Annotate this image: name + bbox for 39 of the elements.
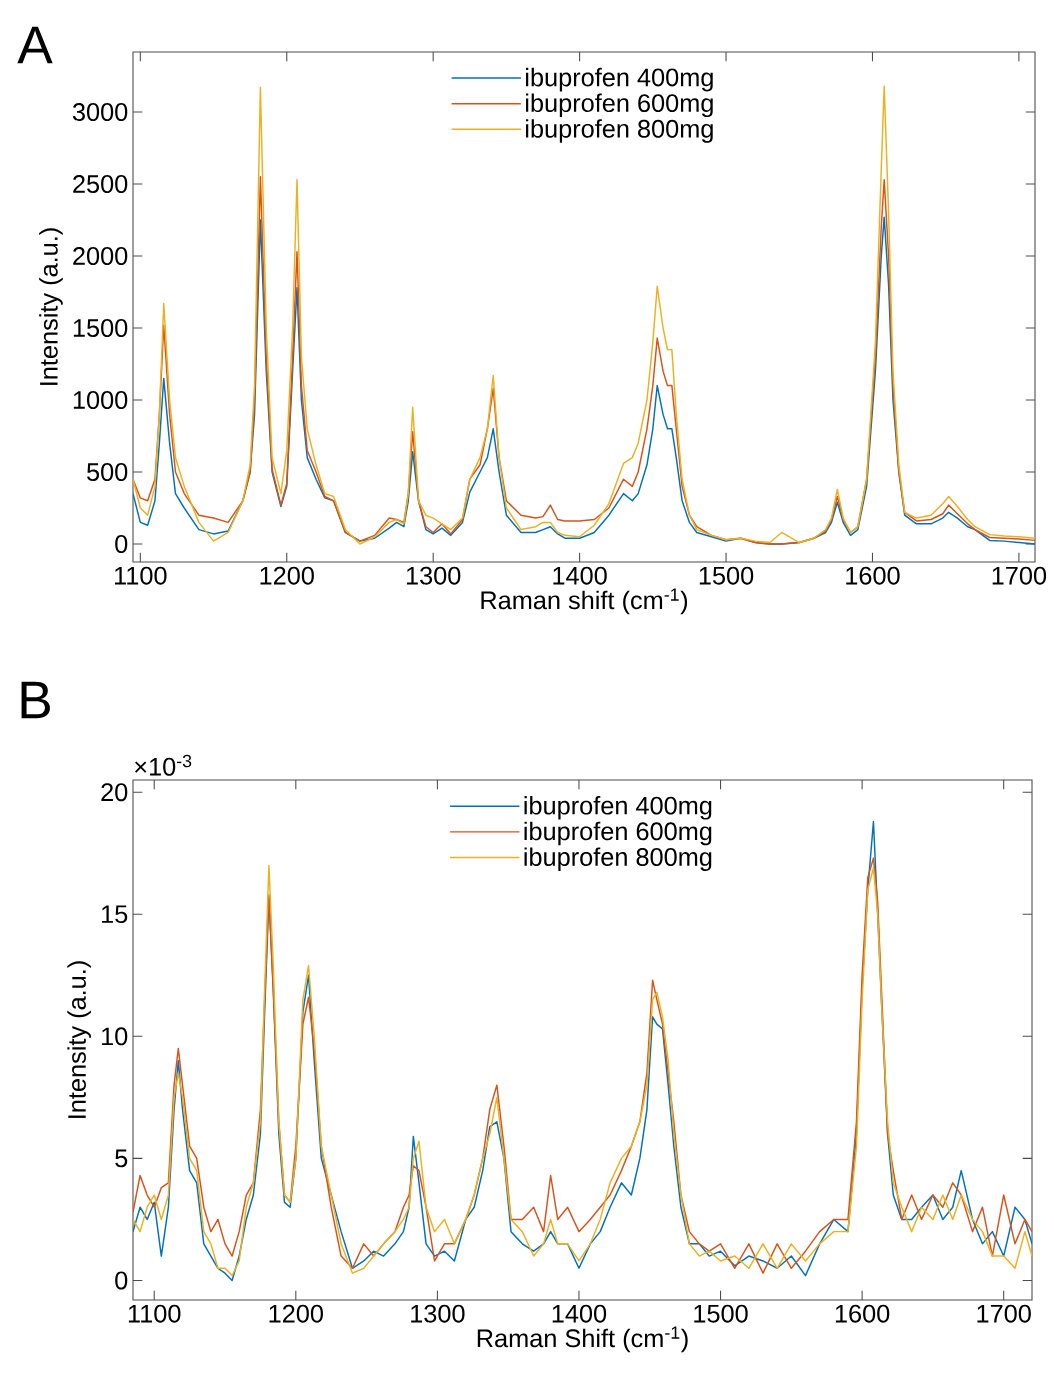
y-axis-title: Intensity (a.u.)	[67, 961, 91, 1118]
legend-label: ibuprofen 800mg	[526, 119, 713, 143]
x-tick-label: 1600	[846, 566, 900, 585]
y-tick-label: 10	[102, 1027, 128, 1046]
text: B	[21, 681, 50, 719]
y-tick-label: 15	[102, 905, 128, 924]
x-tick-label: 1600	[835, 1304, 890, 1323]
y-tick-label: 1500	[73, 319, 128, 337]
legend-label: ibuprofen 600mg	[524, 821, 712, 846]
legend-label: ibuprofen 400mg	[524, 796, 712, 820]
y-tick-label: 2500	[73, 175, 128, 193]
x-tick-label: 1100	[128, 1304, 181, 1323]
x-tick-label: 1300	[406, 566, 461, 585]
x-tick-label: 1400	[553, 566, 607, 585]
y-tick-label: 1000	[73, 391, 128, 409]
y-axis-title: Intensity (a.u.)	[39, 228, 63, 385]
x-tick-label: 1200	[269, 1304, 323, 1323]
x-tick-label: 1300	[411, 1304, 465, 1323]
text: ×10$^{-3}$	[135, 754, 192, 776]
y-tick-label: 2000	[73, 247, 128, 265]
y-tick-label: 3000	[72, 103, 128, 121]
x-tick-label: 1400	[552, 1304, 607, 1323]
x-axis-title: Raman shift (cm$^{-1}$)	[481, 588, 688, 615]
text: A	[17, 26, 53, 64]
y-tick-label: 500	[87, 463, 128, 481]
y-tick-label: 5	[115, 1149, 128, 1168]
legend-label: ibuprofen 800mg	[524, 847, 712, 871]
x-tick-label: 1500	[699, 566, 754, 585]
x-tick-label: 1700	[992, 566, 1047, 585]
y-tick-label: 0	[115, 1271, 128, 1290]
x-axis-title: Raman Shift (cm$^{-1}$)	[477, 1326, 688, 1353]
x-tick-label: 1500	[694, 1304, 748, 1323]
legend-label: ibuprofen 600mg	[526, 93, 713, 118]
x-tick-label: 1700	[977, 1304, 1031, 1323]
y-tick-label: 20	[101, 783, 128, 802]
x-tick-label: 1200	[260, 566, 314, 585]
x-tick-label: 1100	[115, 566, 167, 585]
legend-label: ibuprofen 400mg	[526, 67, 713, 92]
y-tick-label: 0	[115, 535, 128, 553]
